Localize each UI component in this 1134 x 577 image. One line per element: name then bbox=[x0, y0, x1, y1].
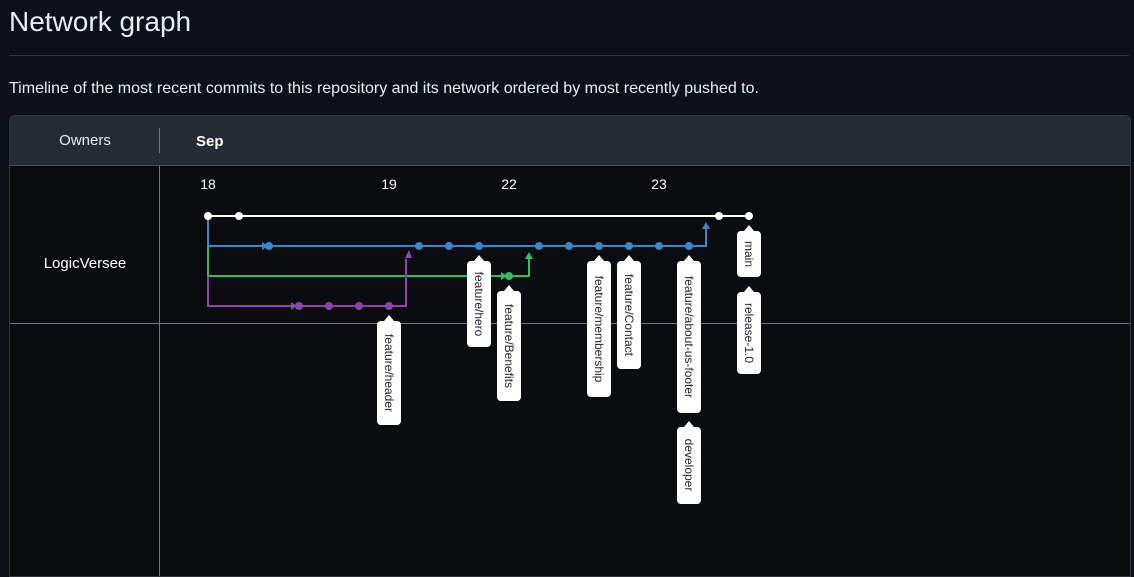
commit-dot[interactable] bbox=[295, 302, 303, 310]
tag-feature-contact[interactable]: feature/Contact bbox=[617, 255, 641, 369]
svg-text:feature/Benefits: feature/Benefits bbox=[502, 304, 516, 388]
svg-text:feature/header: feature/header bbox=[382, 334, 396, 412]
svg-text:feature/hero: feature/hero bbox=[472, 272, 486, 337]
owners-column-label: Owners bbox=[59, 132, 111, 149]
purple-branch-line bbox=[207, 276, 291, 307]
green-branch-arrow bbox=[501, 272, 507, 280]
page-description: Timeline of the most recent commits to t… bbox=[9, 80, 759, 97]
page-title: Network graph bbox=[9, 6, 192, 37]
owner-column-divider bbox=[159, 166, 160, 576]
tag-main[interactable]: main bbox=[737, 225, 761, 277]
date-label: 18 bbox=[200, 176, 216, 192]
purple-merge-line bbox=[299, 259, 407, 307]
svg-text:feature/Contact: feature/Contact bbox=[622, 274, 636, 357]
date-label: 19 bbox=[381, 176, 397, 192]
commit-dot[interactable] bbox=[715, 212, 723, 220]
date-label: 22 bbox=[501, 176, 517, 192]
tag-feature-benefits[interactable]: feature/Benefits bbox=[497, 285, 521, 401]
commit-dot[interactable] bbox=[565, 242, 573, 250]
green-merge-arrow bbox=[525, 252, 533, 259]
date-label: 23 bbox=[651, 176, 667, 192]
purple-merge-arrow bbox=[405, 250, 412, 258]
blue-merge-arrow bbox=[702, 222, 710, 229]
tag-feature-membership[interactable]: feature/membership bbox=[587, 255, 611, 397]
network-graph-panel[interactable]: Owners Sep LogicVersee 18 19 22 23 bbox=[9, 115, 1131, 577]
svg-text:developer: developer bbox=[682, 439, 696, 492]
tag-release-1-0[interactable]: release-1.0 bbox=[737, 286, 761, 374]
tag-developer[interactable]: developer bbox=[677, 421, 701, 504]
commit-dot[interactable] bbox=[535, 242, 543, 250]
tag-feature-about-us-footer[interactable]: feature/about-us-footer bbox=[677, 255, 701, 413]
graph-header: Owners Sep bbox=[10, 116, 1130, 166]
commit-dot[interactable] bbox=[355, 302, 363, 310]
svg-text:release-1.0: release-1.0 bbox=[742, 303, 756, 363]
svg-text:main: main bbox=[742, 241, 756, 267]
commit-dot[interactable] bbox=[325, 302, 333, 310]
title-divider bbox=[9, 55, 1129, 56]
commit-dot[interactable] bbox=[595, 242, 603, 250]
blue-branch-line bbox=[207, 216, 262, 247]
commit-dot[interactable] bbox=[475, 242, 483, 250]
green-branch-line bbox=[207, 246, 501, 277]
commit-dot[interactable] bbox=[655, 242, 663, 250]
commit-dot[interactable] bbox=[505, 272, 513, 280]
commit-dot[interactable] bbox=[625, 242, 633, 250]
commit-dot[interactable] bbox=[415, 242, 423, 250]
svg-text:feature/about-us-footer: feature/about-us-footer bbox=[682, 276, 696, 398]
commit-graph[interactable]: 18 19 22 23 bbox=[10, 116, 1130, 576]
commit-dot[interactable] bbox=[745, 212, 753, 220]
commit-dot[interactable] bbox=[265, 242, 273, 250]
commit-dot[interactable] bbox=[685, 242, 693, 250]
commit-dot[interactable] bbox=[445, 242, 453, 250]
header-divider bbox=[159, 128, 160, 153]
purple-branch-arrow bbox=[291, 302, 297, 310]
green-merge-line bbox=[509, 258, 530, 277]
owner-name[interactable]: LogicVersee bbox=[43, 255, 127, 272]
tag-feature-header[interactable]: feature/header bbox=[377, 315, 401, 425]
commit-dot[interactable] bbox=[235, 212, 243, 220]
blue-merge-line bbox=[689, 228, 707, 247]
owner-row-divider bbox=[10, 323, 1130, 324]
tag-feature-hero[interactable]: feature/hero bbox=[467, 255, 491, 347]
month-label: Sep bbox=[196, 133, 224, 150]
svg-text:feature/membership: feature/membership bbox=[592, 276, 606, 383]
commit-dot[interactable] bbox=[204, 212, 212, 220]
commit-dot[interactable] bbox=[385, 302, 393, 310]
